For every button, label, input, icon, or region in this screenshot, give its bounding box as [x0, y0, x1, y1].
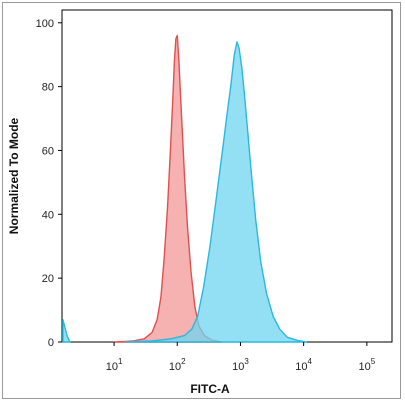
y-tick-label: 0	[48, 337, 54, 349]
y-axis-title: Normalized To Mode	[7, 117, 21, 234]
x-tick-label: 102	[169, 357, 186, 373]
series-layer	[62, 34, 307, 343]
x-tick-label: 105	[359, 357, 376, 373]
histogram-series-2	[124, 41, 307, 343]
y-tick-label: 80	[42, 82, 54, 94]
histogram-series-3	[62, 319, 71, 343]
x-tick-label: 104	[295, 357, 312, 373]
y-tick-label: 40	[42, 209, 54, 221]
x-axis-ticks: 101 102 103 104 105	[106, 342, 376, 373]
y-axis-ticks: 0 20 40 60 80 100	[36, 18, 62, 349]
x-axis-title: FITC-A	[190, 382, 230, 396]
x-tick-label: 101	[106, 357, 123, 373]
y-tick-label: 60	[42, 145, 54, 157]
x-tick-label: 103	[232, 357, 249, 373]
y-tick-label: 20	[42, 273, 54, 285]
plot-area: 0 20 40 60 80 100 101 102 103 104 105	[36, 9, 393, 373]
y-tick-label: 100	[36, 18, 54, 30]
